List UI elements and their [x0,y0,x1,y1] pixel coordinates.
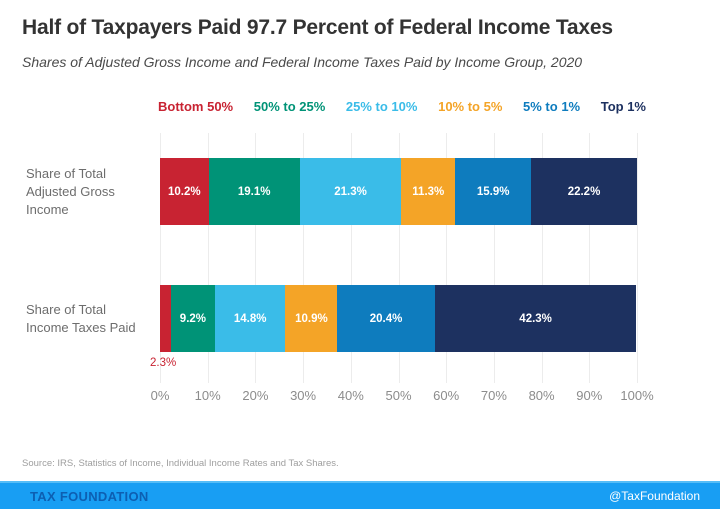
gridline [303,133,305,383]
bar-segment[interactable]: 14.8% [214,285,286,352]
gridline [637,133,638,383]
legend-item-3: 25% to 10% [345,99,418,114]
x-tick-label: 50% [385,388,412,403]
twitter-handle[interactable]: @TaxFoundation [609,489,700,503]
legend: Bottom 50% 50% to 25% 25% to 10% 10% to 5% 5… [158,99,646,114]
x-tick-label: 70% [480,388,507,403]
bar-value-label: 42.3% [519,312,552,325]
legend-item-6: Top 1% [600,99,646,114]
x-tick-label: 20% [242,388,269,403]
bar-value-label: 10.9% [295,312,328,325]
source-note: Source: IRS, Statistics of Income, Indiv… [22,458,339,469]
bar-segment[interactable]: 20.4% [337,285,435,352]
bar-value-label: 11.3% [412,185,445,198]
gridline [160,133,161,383]
legend-item-2: 50% to 25% [253,99,326,114]
gridline [255,133,257,383]
bar-segment[interactable]: 15.9% [455,158,532,225]
stacked-bar-chart: Share of Total Adjusted Gross Income 10.2… [0,128,720,418]
gridline [493,133,495,383]
chart-subtitle: Shares of Adjusted Gross Income and Fede… [22,54,583,70]
gridline [446,133,448,383]
bar-segment[interactable]: 10.2% [160,158,209,225]
x-tick-label: 40% [337,388,364,403]
gridline [207,133,209,383]
bar-value-label: 10.2% [168,185,201,198]
x-tick-label: 60% [433,388,460,403]
bar-category-label: Share of Total Adjusted Gross Income [26,165,115,217]
gridline [589,133,591,383]
x-tick-label: 80% [528,388,555,403]
x-tick-label: 100% [620,388,654,403]
gridline [541,133,543,383]
bar-value-label: 21.3% [334,185,367,198]
x-tick-label: 0% [150,388,170,403]
footer-bar: TAX FOUNDATION @TaxFoundation [0,481,720,509]
outside-value-label: 2.3% [150,357,177,369]
gridlines [160,133,638,383]
bar-segment[interactable] [160,285,171,352]
bar-row: 10.2% 19.1% 21.3% 11.3% 15.9% 22.2% [160,158,637,225]
x-tick-label: 90% [576,388,603,403]
bar-segment[interactable]: 10.9% [285,285,338,352]
gridline [350,133,352,383]
bar-category-label: Share of Total Income Taxes Paid [26,301,136,335]
bar-value-label: 22.2% [567,185,601,198]
bar-value-label: 15.9% [476,185,510,198]
bar-segment[interactable]: 22.2% [531,158,637,225]
legend-item-4: 10% to 5% [438,99,503,114]
bar-value-label: 9.2% [179,312,207,325]
bar-segment[interactable]: 42.3% [434,285,637,352]
bar-row: 9.2% 14.8% 10.9% 20.4% 42.3% [160,285,637,352]
bar-segment[interactable]: 9.2% [170,285,215,352]
bar-value-label: 20.4% [369,312,403,325]
legend-item-1: Bottom 50% [158,99,234,114]
bar-segment[interactable]: 21.3% [299,158,402,225]
bar-value-label: 19.1% [237,185,271,198]
legend-item-5: 5% to 1% [523,99,581,114]
page-title: Half of Taxpayers Paid 97.7 Percent of F… [22,16,613,39]
x-tick-label: 30% [290,388,317,403]
gridline [398,133,400,383]
x-tick-label: 10% [194,388,221,403]
bar-segment[interactable]: 19.1% [208,158,300,225]
brand-logo-text: TAX FOUNDATION [30,488,149,504]
bar-value-label: 14.8% [233,312,267,325]
bar-segment[interactable]: 11.3% [401,158,456,225]
